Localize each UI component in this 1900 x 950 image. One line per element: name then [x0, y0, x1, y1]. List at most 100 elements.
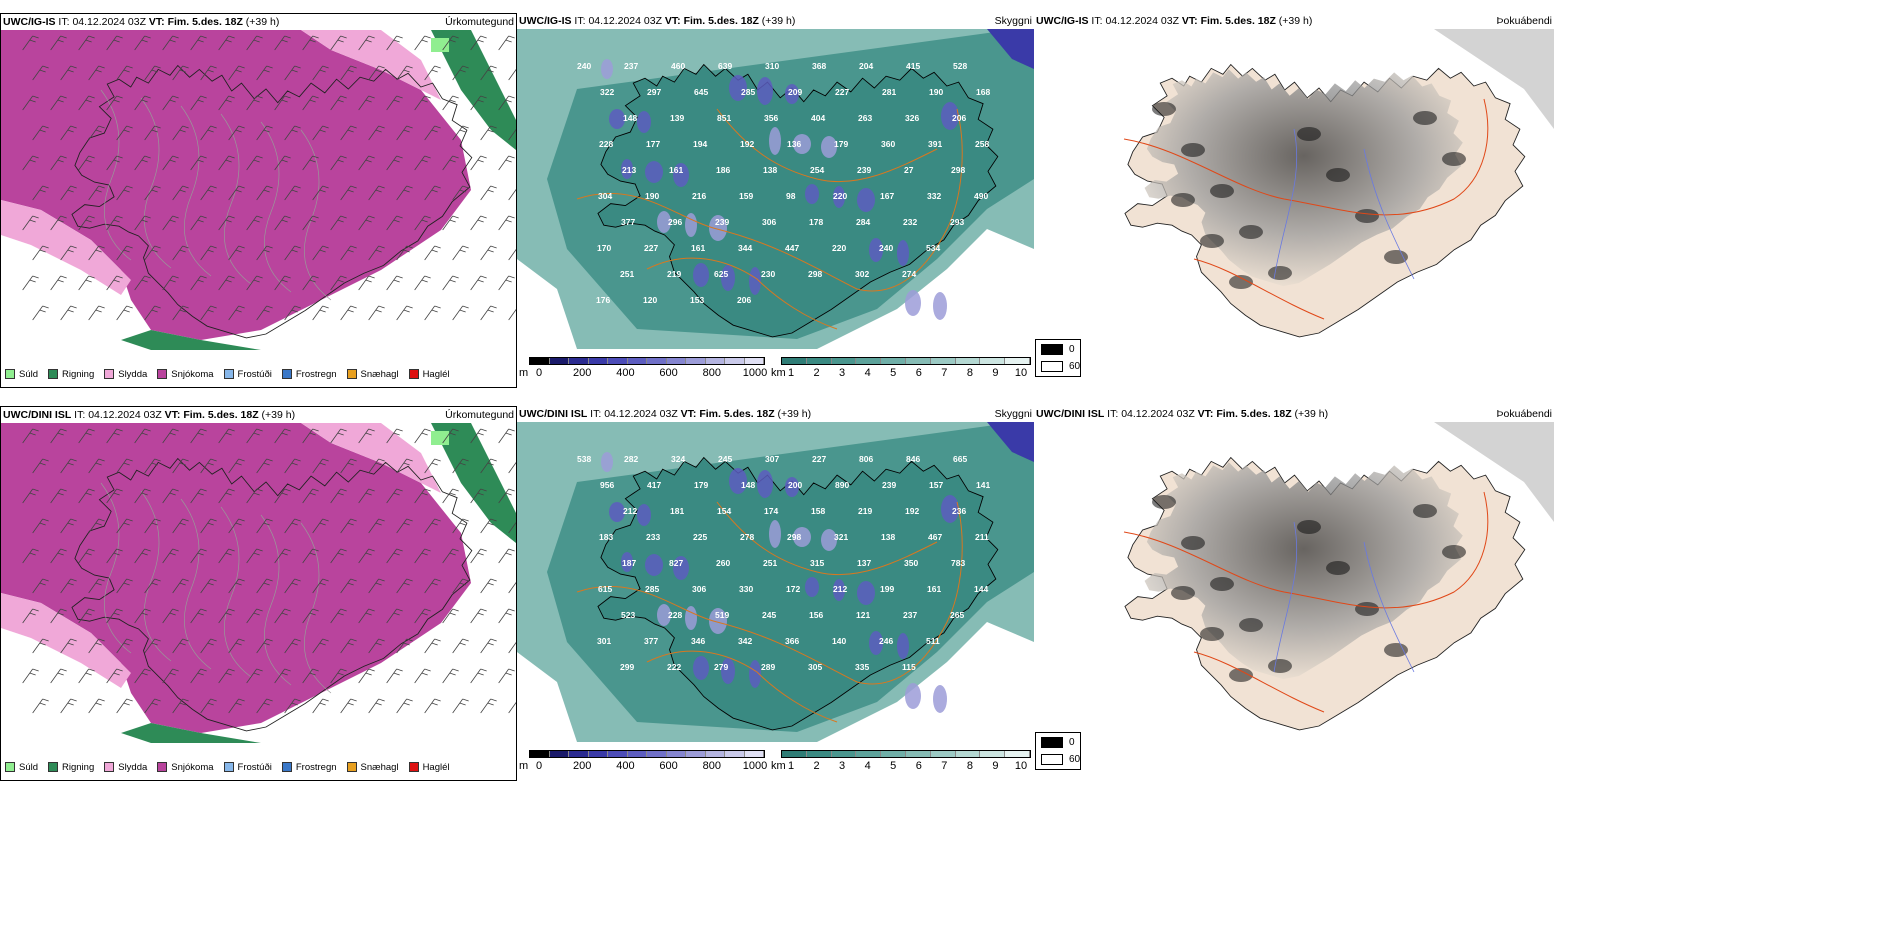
fog-field	[1144, 69, 1463, 287]
wind-barb	[396, 185, 413, 201]
wind-barb	[424, 458, 441, 474]
border-line	[260, 514, 292, 686]
visibility-value-label: 645	[694, 87, 708, 97]
wind-barb	[442, 215, 459, 231]
wind-barb	[312, 698, 329, 714]
wind-barb	[50, 488, 67, 504]
fog-core	[1210, 577, 1234, 591]
visibility-map: 240 237 460 639 310 368 204 415 528 322 297 645 285 2…	[517, 29, 1034, 349]
wind-barb	[368, 578, 385, 594]
fog-core	[1326, 168, 1350, 182]
wind-barb	[498, 668, 515, 684]
visibility-value-label: 315	[810, 558, 824, 568]
visibility-value-label: 189	[973, 243, 987, 253]
wind-barb	[480, 125, 497, 141]
visibility-value-label: 159	[739, 191, 753, 201]
fog-index-map	[1034, 422, 1554, 742]
wind-barb	[246, 95, 263, 111]
road	[1193, 651, 1325, 713]
wind-barb	[218, 428, 235, 444]
visibility-value-label: 460	[671, 61, 685, 71]
wind-barb	[330, 35, 347, 51]
fog-core	[1152, 102, 1176, 116]
wind-barb	[190, 608, 207, 624]
visibility-value-label: 258	[975, 139, 989, 149]
wind-barb	[508, 69, 516, 81]
visibility-labels: 240 237 460 639 310 368 204 415 528 322 297 645 285 2…	[577, 61, 990, 305]
wind-barb	[508, 249, 516, 261]
fog-core	[1171, 586, 1195, 600]
wind-barb	[284, 458, 301, 474]
wind-barb	[312, 125, 329, 141]
wind-barb	[442, 155, 459, 171]
river	[1363, 148, 1415, 280]
fog-legend-label: 0	[1069, 344, 1075, 355]
fog-legend: 0 60	[1035, 732, 1081, 770]
visibility-value-label: 296	[668, 217, 682, 227]
wind-barb	[340, 578, 357, 594]
colorbar-tick: 7	[941, 760, 948, 772]
wind-barb	[480, 458, 497, 474]
wind-barb	[22, 608, 39, 624]
wind-barb	[32, 458, 49, 474]
visibility-value-label: 265	[950, 610, 964, 620]
colorbar-cell	[955, 358, 981, 364]
visibility-value-label: 326	[905, 113, 919, 123]
wind-barb	[368, 518, 385, 534]
colorbar-cell	[980, 358, 1006, 364]
visibility-value-label: 154	[717, 506, 731, 516]
road-network	[576, 501, 963, 723]
legend-swatch	[223, 369, 234, 379]
visibility-value-label: 298	[787, 532, 801, 542]
visibility-value-label: 137	[857, 558, 871, 568]
high-terrain-patch	[941, 102, 959, 130]
road-network	[1123, 98, 1489, 320]
river-network	[1273, 128, 1415, 280]
visibility-value-label: 523	[621, 610, 635, 620]
legend-label: Haglél	[422, 368, 450, 380]
wind-barb	[246, 548, 263, 564]
wind-barb	[78, 488, 95, 504]
legend-swatch	[5, 369, 15, 379]
wind-barb	[88, 125, 105, 141]
wind-barb	[218, 608, 235, 624]
visibility-value-label: 75	[949, 662, 959, 672]
wind-barb	[508, 129, 516, 141]
visibility-value-label: 136	[787, 139, 801, 149]
wind-barb	[480, 518, 497, 534]
legend-swatch	[346, 369, 357, 379]
colorbar-tick: 600	[659, 367, 678, 379]
colorbar-cell	[930, 358, 956, 364]
wind-barb	[78, 548, 95, 564]
legend-label: Slydda	[118, 761, 148, 773]
wind-barb	[452, 245, 469, 261]
road	[716, 501, 938, 576]
colorbar-tick: 9	[992, 760, 999, 772]
high-terrain-patch	[833, 579, 845, 601]
panel-header: UWC/IG-IS IT: 04.12.2024 03Z VT: Fim. 5.…	[519, 15, 1032, 29]
colorbar-cell	[782, 358, 807, 364]
legend-item-7: Haglél	[408, 368, 450, 380]
wind-barb	[200, 698, 217, 714]
wind-barb	[144, 125, 161, 141]
high-terrain-patch	[673, 163, 689, 187]
sleet-region	[1, 200, 131, 295]
wind-barb	[106, 155, 123, 171]
visibility-value-label: 239	[882, 480, 896, 490]
wind-barb	[312, 305, 329, 321]
visibility-value-label: 251	[620, 269, 634, 279]
wind-barb	[302, 428, 319, 444]
param-name: Skyggni	[994, 408, 1032, 420]
wind-barb	[386, 668, 403, 684]
it-value: 04.12.2024 03Z	[88, 409, 162, 421]
wind-barb	[60, 578, 77, 594]
wind-barb	[78, 428, 95, 444]
height-colorbar: m 0 200 400 600 800 1000	[519, 357, 769, 379]
height-colorbar: m 0 200 400 600 800 1000	[519, 750, 769, 772]
colorbar-tick: 10	[1014, 367, 1028, 379]
visibility-value-label: 206	[737, 295, 751, 305]
wind-barb	[190, 428, 207, 444]
visibility-value-label: 846	[906, 454, 920, 464]
wind-barb	[442, 488, 459, 504]
vt-label: VT:	[664, 15, 681, 27]
